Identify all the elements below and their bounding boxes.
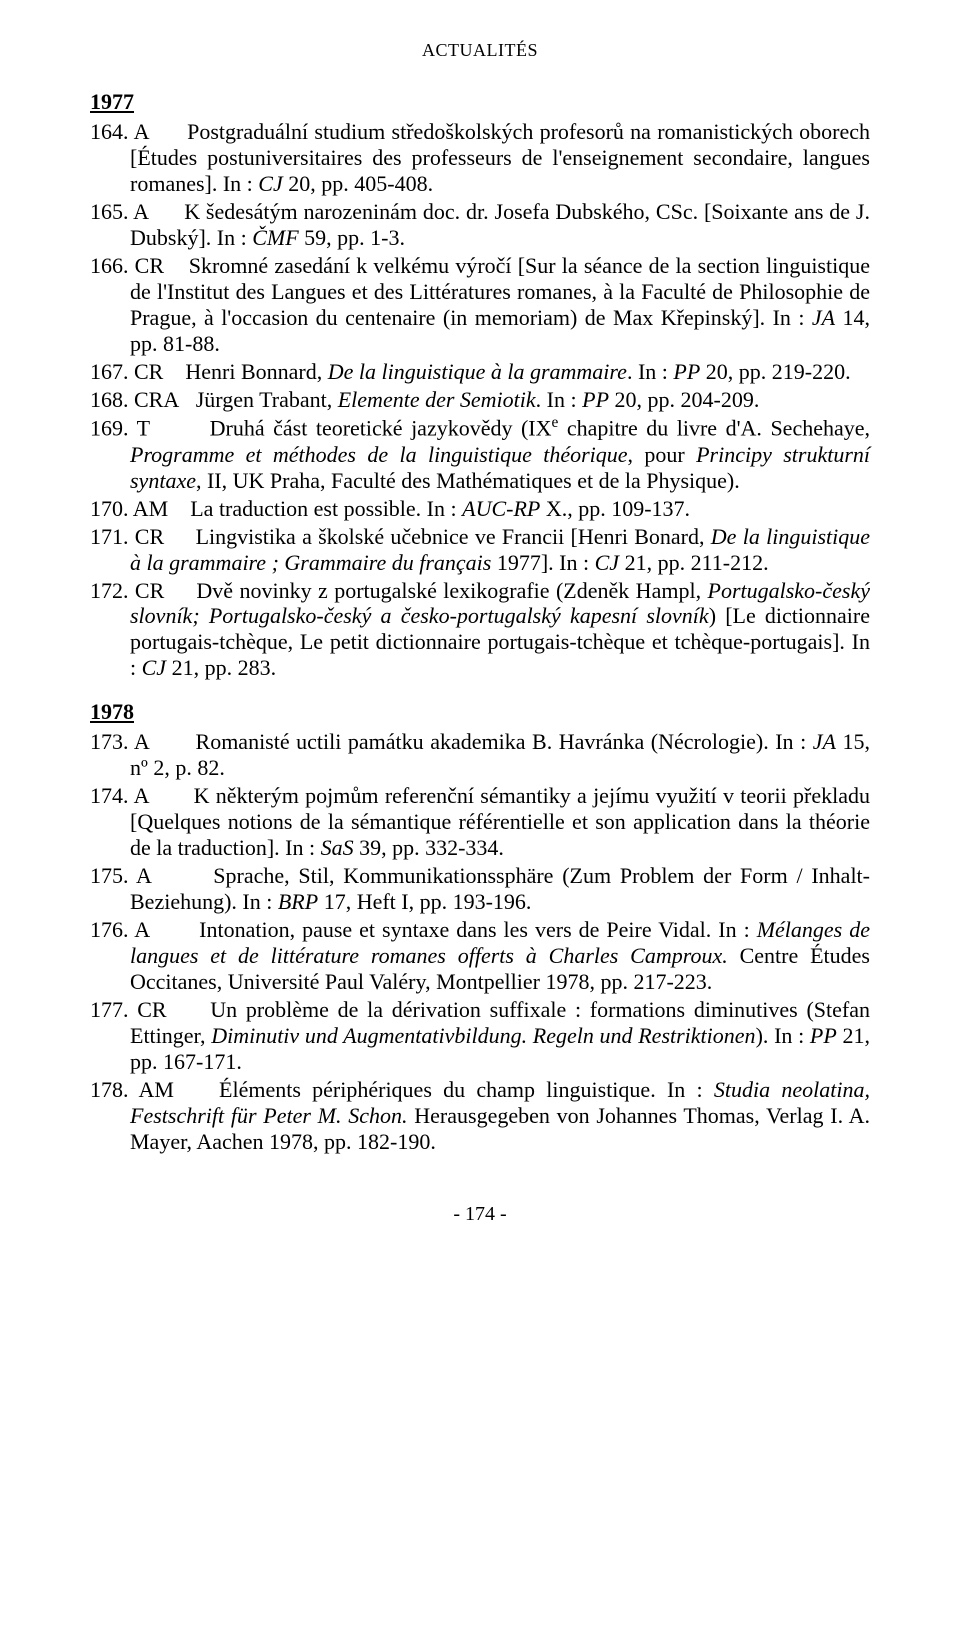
bibliography-entry: 169. T Druhá část teoretické jazykovědy … — [90, 414, 870, 493]
bibliography-entry: 165. A K šedesátým narozeninám doc. dr. … — [90, 199, 870, 251]
bibliography-entry: 175. A Sprache, Stil, Kommunikationssphä… — [90, 863, 870, 915]
bibliography-entry: 173. A Romanisté uctili památku akademik… — [90, 729, 870, 781]
year-heading: 1977 — [90, 89, 870, 115]
bibliography-entry: 171. CR Lingvistika a školské učebnice v… — [90, 524, 870, 576]
page-number: - 174 - — [90, 1203, 870, 1226]
bibliography-entry: 177. CR Un problème de la dérivation suf… — [90, 997, 870, 1075]
bibliography-entry: 170. AM La traduction est possible. In :… — [90, 496, 870, 522]
page-header: ACTUALITÉS — [90, 40, 870, 61]
bibliography-entry: 166. CR Skromné zasedání k velkému výroč… — [90, 253, 870, 357]
page-container: ACTUALITÉS 1977 164. A Postgraduální stud… — [0, 0, 960, 1286]
bibliography-entry: 174. A K některým pojmům referenční séma… — [90, 783, 870, 861]
bibliography-entry: 176. A Intonation, pause et syntaxe dans… — [90, 917, 870, 995]
bibliography-entry: 167. CR Henri Bonnard, De la linguistiqu… — [90, 359, 870, 385]
bibliography-entry: 168. CRA Jürgen Trabant, Elemente der Se… — [90, 387, 870, 413]
bibliography-entry: 172. CR Dvě novinky z portugalské lexiko… — [90, 578, 870, 682]
year-heading: 1978 — [90, 699, 870, 725]
bibliography-sections: 1977 164. A Postgraduální studium středoš… — [90, 89, 870, 1155]
bibliography-entry: 178. AM Éléments périphériques du champ … — [90, 1077, 870, 1155]
bibliography-entry: 164. A Postgraduální studium středoškols… — [90, 119, 870, 197]
